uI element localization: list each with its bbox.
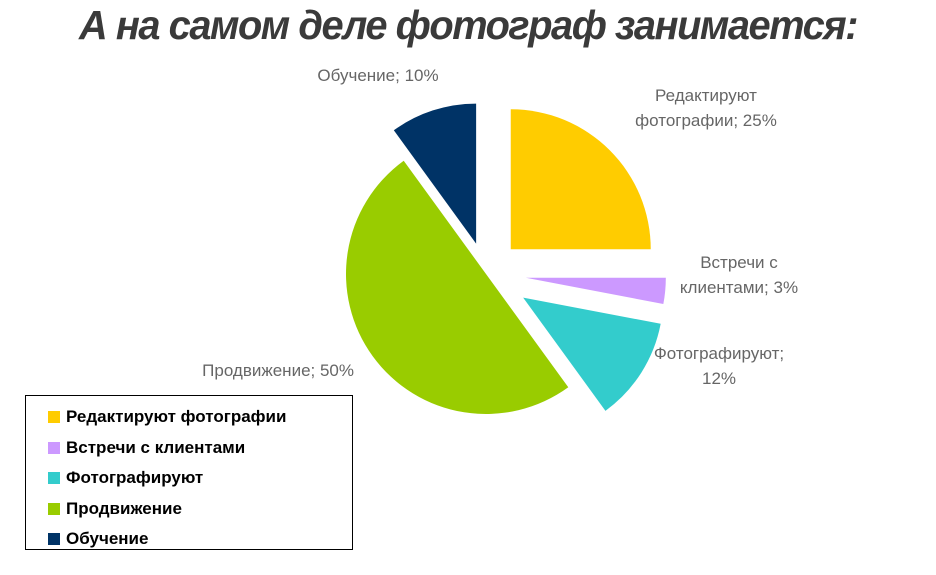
legend-item: Обучение — [48, 524, 352, 555]
legend-label: Редактируют фотографии — [66, 407, 287, 427]
legend-swatch — [48, 472, 60, 485]
slice-data-label: Продвижение; 50% — [202, 361, 354, 380]
legend-item: Встречи с клиентами — [48, 433, 352, 464]
chart-legend: Редактируют фотографии Встречи с клиента… — [25, 395, 353, 550]
legend-swatch — [48, 502, 60, 515]
legend-label: Продвижение — [66, 498, 182, 518]
legend-label: Встречи с клиентами — [66, 437, 246, 457]
legend-item: Продвижение — [48, 494, 352, 525]
pie-slice — [510, 109, 651, 250]
legend-label: Обучение — [66, 529, 149, 549]
legend-swatch — [48, 533, 60, 546]
legend-item: Редактируют фотографии — [48, 402, 352, 433]
legend-swatch — [48, 411, 60, 424]
slice-data-label: Редактируют фотографии; 25% — [635, 86, 777, 130]
pie-slice — [525, 277, 666, 304]
slice-data-label: Обучение; 10% — [317, 66, 438, 85]
chart-title: А на самом деле фотограф занимается: — [78, 2, 859, 48]
legend-label: Фотографируют — [66, 468, 204, 488]
slice-data-label: Фотографируют; 12% — [654, 344, 784, 388]
legend-swatch — [48, 441, 60, 454]
pie-slice — [523, 297, 661, 411]
legend-item: Фотографируют — [48, 463, 352, 494]
pie-slice — [345, 160, 569, 415]
pie-slice — [393, 103, 477, 244]
slice-data-label: Встречи с клиентами; 3% — [680, 253, 798, 297]
